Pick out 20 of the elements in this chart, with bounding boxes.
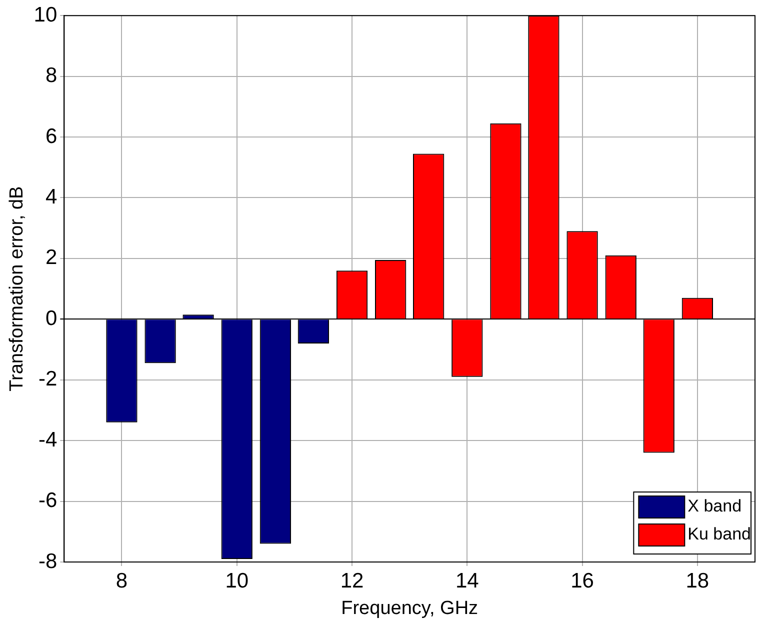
- y-tick-label: -6: [38, 489, 58, 512]
- y-axis-title: Transformation error, dB: [6, 186, 28, 392]
- x-tick-label: 8: [116, 569, 128, 592]
- y-tick-label: 10: [34, 3, 58, 26]
- legend-label: X band: [688, 496, 742, 516]
- x-tick-label: 18: [686, 569, 710, 592]
- x-tick-label: 14: [455, 569, 480, 592]
- legend-label: Ku band: [688, 524, 752, 544]
- x-tick-label: 12: [340, 569, 364, 592]
- x-tick-label: 16: [570, 569, 594, 592]
- y-tick-label: -4: [38, 428, 58, 452]
- y-tick-label: 2: [45, 246, 58, 270]
- y-tick-label: -8: [38, 550, 58, 573]
- y-tick-label: -2: [38, 368, 58, 391]
- y-tick-label: 6: [45, 124, 58, 148]
- y-tick-label: 8: [45, 64, 58, 88]
- x-tick-label: 10: [225, 569, 249, 592]
- y-tick-label: 4: [45, 186, 58, 209]
- x-axis-title: Frequency, GHz: [341, 598, 478, 619]
- y-tick-label: 0: [45, 306, 58, 330]
